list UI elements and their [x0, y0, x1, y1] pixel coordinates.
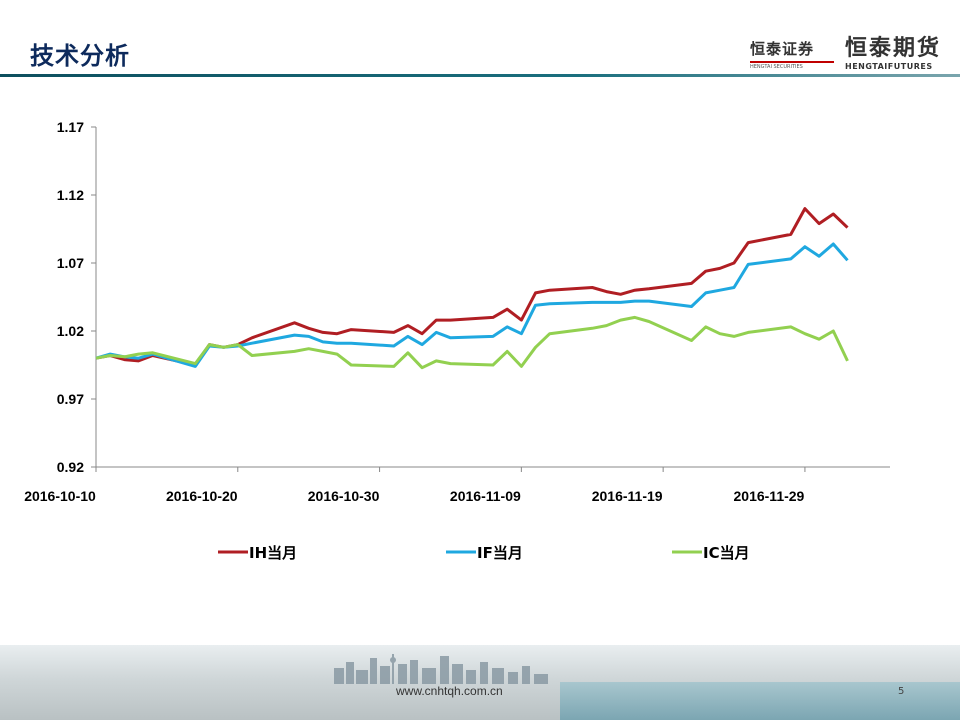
page-number: 5 [898, 686, 905, 697]
series-line-2 [95, 315, 849, 370]
x-tick-label: 2016-10-10 [24, 488, 96, 504]
chart-legend: IH当月 IF当月 IC当月 [218, 544, 750, 562]
header-divider [0, 74, 960, 77]
x-tick-label: 2016-10-30 [308, 488, 380, 504]
city-skyline-icon [334, 654, 548, 684]
y-tick-label: 0.97 [57, 391, 84, 407]
chart-axes: 1.17 1.12 1.07 1.02 0.97 0.92 2016-10-10 2016-1… [24, 119, 890, 504]
y-tick-label: 1.07 [57, 255, 84, 271]
y-tick-label: 1.02 [57, 323, 84, 339]
hengtai-securities-logo: 恒泰证券 HENGTAI SECURITIES [750, 38, 834, 70]
footer-url[interactable]: www.cnhtqh.com.cn [396, 684, 503, 698]
legend-label-2: IC当月 [703, 544, 750, 562]
logo-htsc-cn: 恒泰证券 [750, 40, 815, 58]
y-tick-label: 0.92 [57, 459, 84, 475]
legend-label-1: IF当月 [477, 544, 523, 562]
y-tick-label: 1.12 [57, 187, 84, 203]
page-title: 技术分析 [30, 42, 130, 70]
logo-htqh-cn: 恒泰期货 [845, 36, 942, 61]
chart-series [95, 207, 849, 370]
logo-htsc-en: HENGTAI SECURITIES [750, 61, 834, 70]
logo-htqh-en: HENGTAIFUTURES [845, 62, 933, 71]
footer-sea [560, 682, 960, 720]
legend-label-0: IH当月 [249, 544, 297, 562]
x-tick-label: 2016-10-20 [166, 488, 238, 504]
x-tick-label: 2016-11-19 [592, 488, 663, 504]
x-tick-label: 2016-11-09 [450, 488, 521, 504]
hengtai-futures-logo: 恒泰期货 HENGTAIFUTURES [845, 30, 957, 71]
x-tick-label: 2016-11-29 [734, 488, 805, 504]
line-chart: 1.17 1.12 1.07 1.02 0.97 0.92 2016-10-10 2016-1… [24, 119, 890, 562]
y-tick-label: 1.17 [57, 119, 84, 135]
